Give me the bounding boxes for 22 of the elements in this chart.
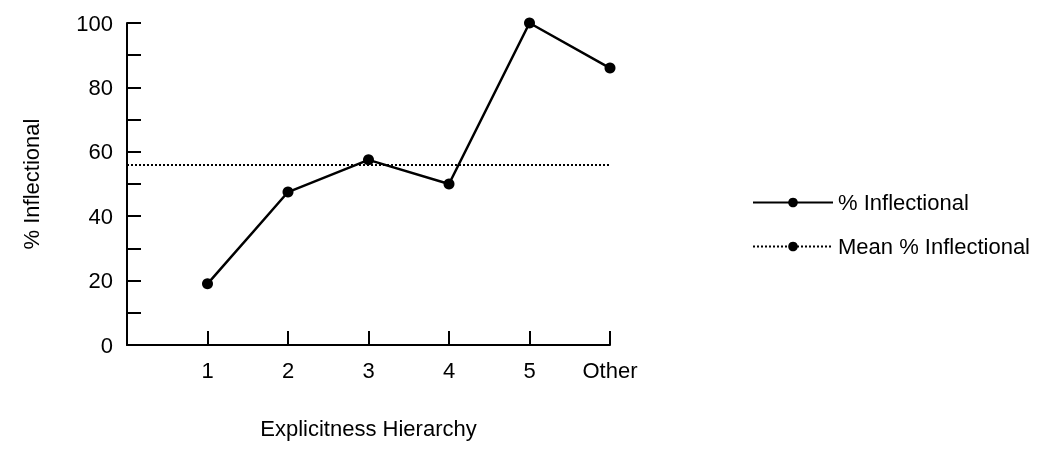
point [202,278,213,290]
point [524,17,535,29]
y-tick-label: 60 [88,139,113,165]
legend-label: Mean % Inflectional [838,234,1030,259]
y-tick-label: 100 [76,10,113,36]
x-tick-label: 1 [201,357,214,383]
x-tick-label: Other [582,357,638,383]
x-tick-label: 4 [442,357,456,383]
y-axis-title: % Inflectional [18,118,44,250]
y-tick-label: 80 [88,74,113,100]
y-tick-label: 40 [88,203,113,229]
point [363,154,374,166]
y-tick-label: 0 [100,332,113,358]
y-tick-label: 20 [88,268,113,294]
point [604,62,616,74]
x-axis-title: Explicitness Hierarchy [260,415,477,441]
x-tick-label: 2 [281,357,295,383]
x-tick-label: 3 [362,357,375,383]
x-tick-label: 5 [523,357,536,383]
point [443,178,455,190]
point [282,186,294,198]
legend-label: % Inflectional [838,190,969,215]
